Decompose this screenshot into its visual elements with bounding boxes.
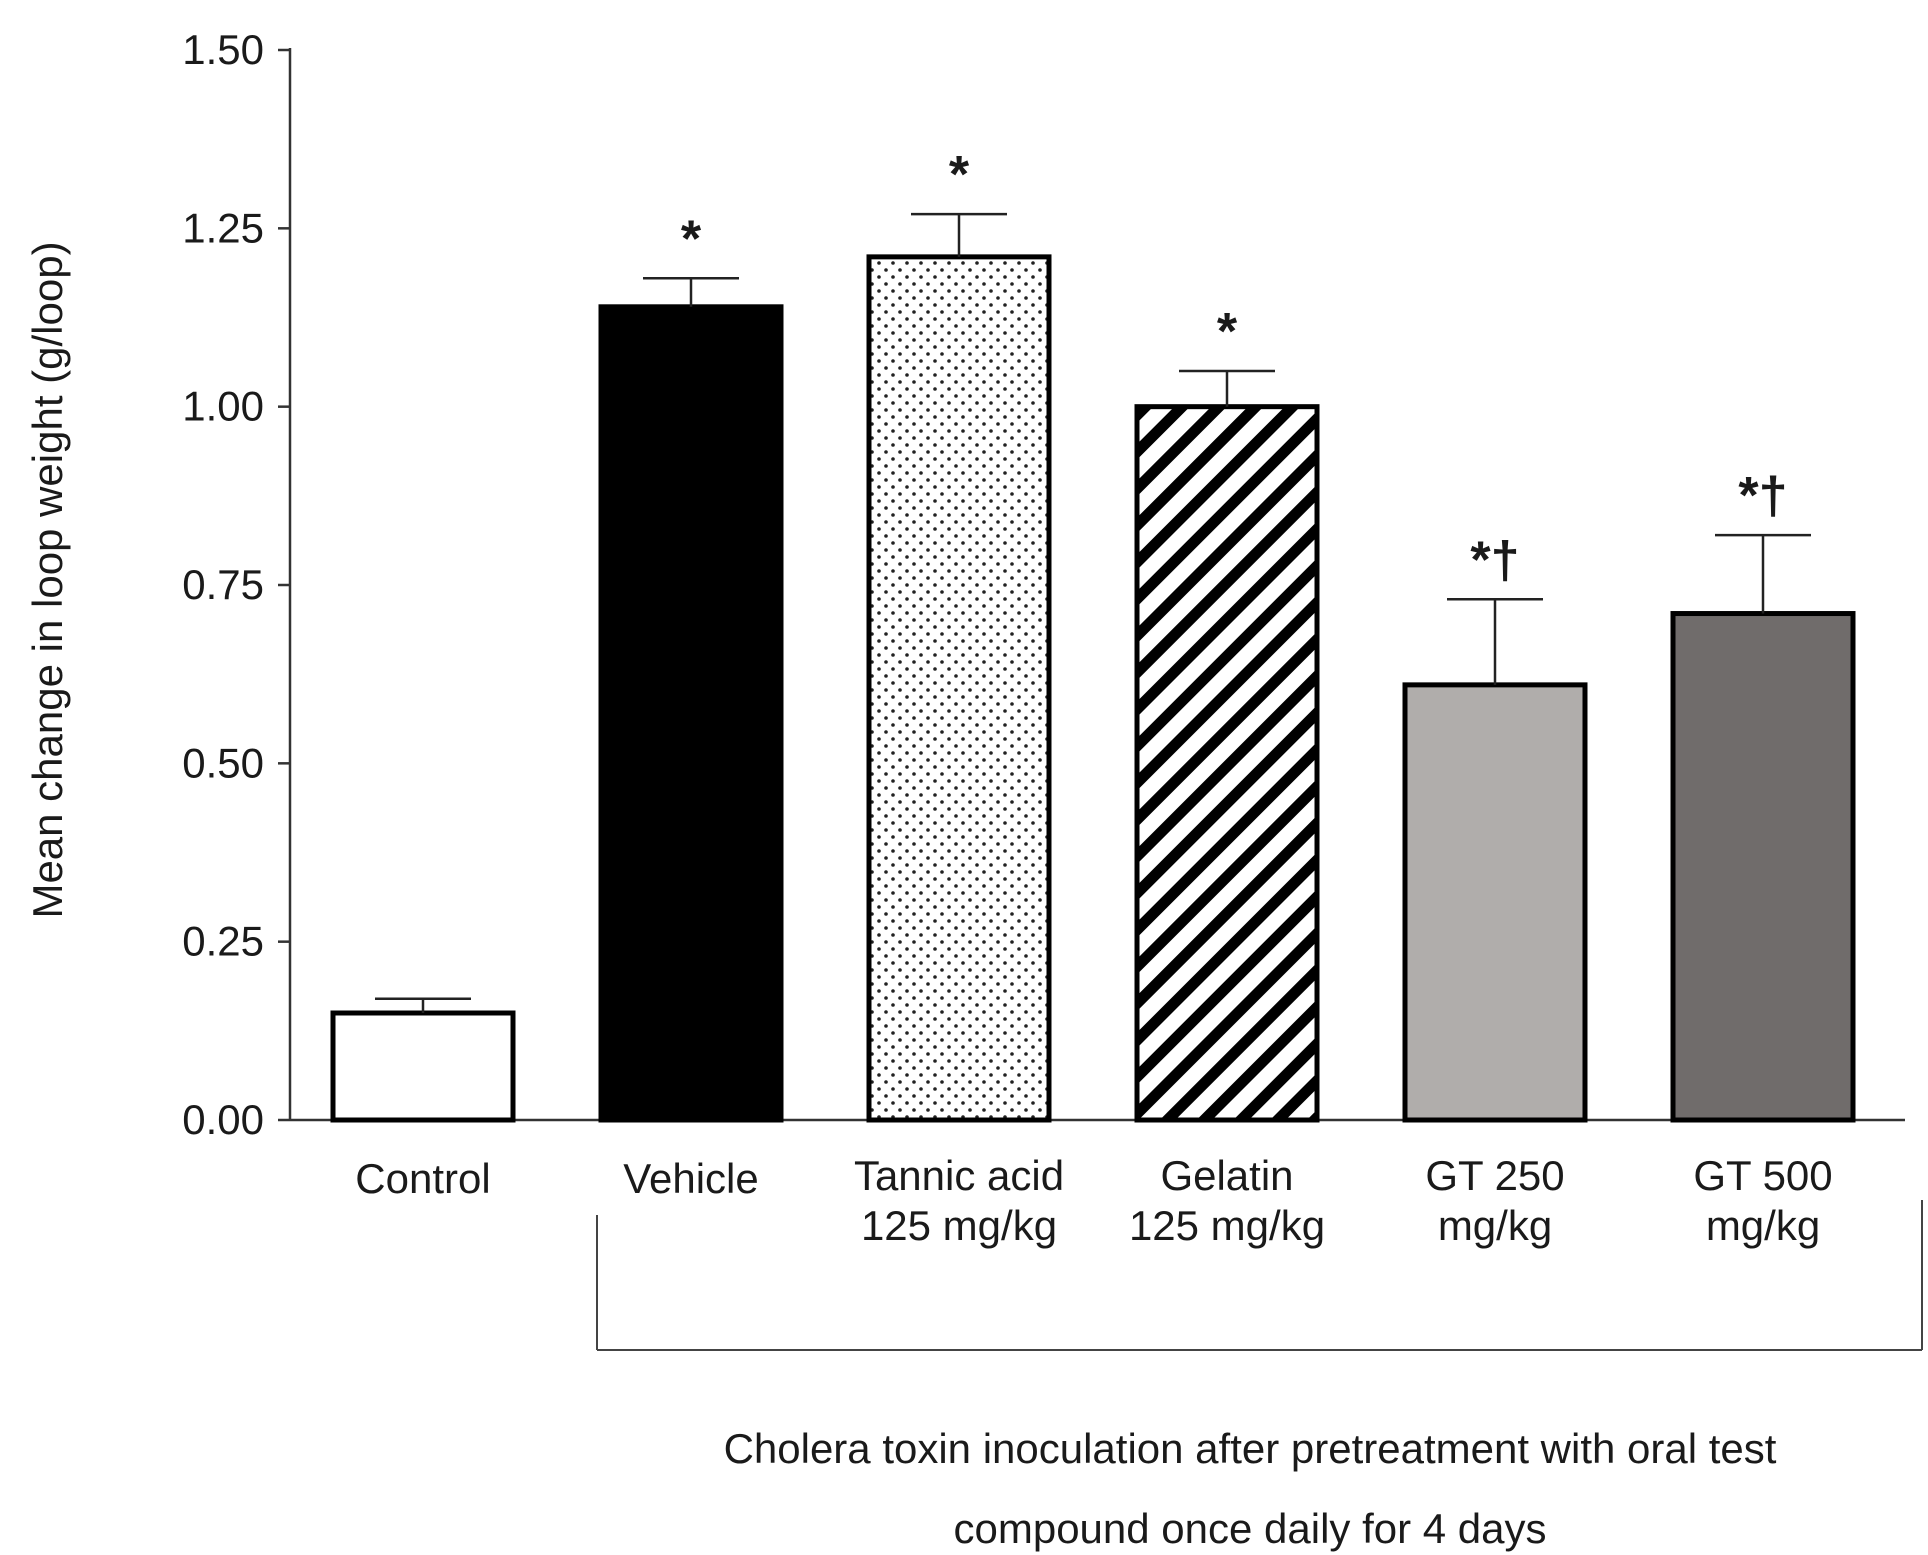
x-tick-label: GT 250 bbox=[1425, 1152, 1564, 1199]
treatment-bracket: Cholera toxin inoculation after pretreat… bbox=[596, 1200, 1923, 1552]
significance-label: * bbox=[1217, 303, 1238, 361]
bar bbox=[866, 254, 1052, 1123]
axes bbox=[288, 48, 1905, 1122]
y-tick-label: 0.50 bbox=[182, 739, 264, 786]
x-tick-label: Control bbox=[355, 1155, 490, 1202]
x-tick-label: GT 500 bbox=[1693, 1152, 1832, 1199]
x-tick-label: Vehicle bbox=[623, 1155, 758, 1202]
y-axis-ticks: 0.00 0.25 0.50 0.75 1.00 1.25 1.50 bbox=[182, 26, 290, 1143]
x-tick-label: Gelatin bbox=[1160, 1152, 1293, 1199]
x-tick-label: 125 mg/kg bbox=[861, 1202, 1057, 1249]
significance-label: * bbox=[949, 146, 970, 204]
y-tick-label: 0.25 bbox=[182, 918, 264, 965]
bar bbox=[1402, 682, 1588, 1123]
x-tick-label: mg/kg bbox=[1706, 1202, 1820, 1249]
error-bars bbox=[375, 212, 1811, 1013]
y-tick-label: 0.00 bbox=[182, 1096, 264, 1143]
bracket-annotation-line: compound once daily for 4 days bbox=[953, 1505, 1546, 1552]
y-tick-label: 1.50 bbox=[182, 26, 264, 73]
y-tick-label: 1.25 bbox=[182, 204, 264, 251]
significance-markers: * * * *† *† bbox=[681, 146, 1788, 589]
significance-label: *† bbox=[1470, 531, 1519, 589]
bar bbox=[598, 304, 784, 1123]
significance-label: * bbox=[681, 210, 702, 268]
bar bbox=[1670, 611, 1856, 1123]
x-tick-label: 125 mg/kg bbox=[1129, 1202, 1325, 1249]
x-tick-label: Tannic acid bbox=[854, 1152, 1064, 1199]
y-tick-label: 1.00 bbox=[182, 383, 264, 430]
y-axis-label: Mean change in loop weight (g/loop) bbox=[24, 241, 71, 918]
x-tick-label: mg/kg bbox=[1438, 1202, 1552, 1249]
bar bbox=[330, 1010, 516, 1123]
y-tick-label: 0.75 bbox=[182, 561, 264, 608]
bar bbox=[1134, 404, 1320, 1123]
significance-label: *† bbox=[1738, 467, 1787, 525]
bracket-annotation-line: Cholera toxin inoculation after pretreat… bbox=[724, 1425, 1777, 1472]
bars bbox=[330, 254, 1856, 1123]
